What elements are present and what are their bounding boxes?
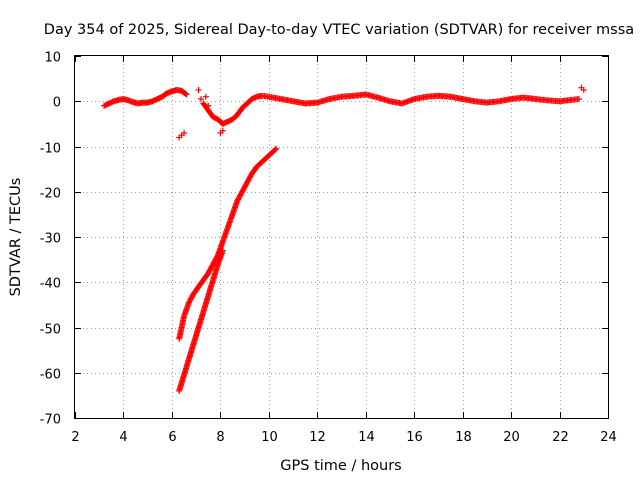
- data-point: [205, 102, 212, 109]
- y-tick-label: -40: [40, 277, 61, 292]
- data-point: [182, 90, 189, 97]
- data-point: [200, 100, 207, 107]
- y-tick-label: 10: [44, 51, 61, 66]
- data-point: [580, 86, 587, 93]
- y-tick-label: -70: [40, 413, 61, 428]
- axis-ticks: 2 4 6 8 10 12 14 16 18 20 22 24100-10-20-30-40-50-6…: [40, 51, 617, 446]
- y-tick-label: -10: [40, 142, 61, 157]
- data-point: [181, 129, 188, 136]
- x-tick-label: 10: [261, 430, 278, 445]
- series: [176, 84, 587, 141]
- x-tick-label: 20: [503, 430, 520, 445]
- x-tick-label: 6: [168, 430, 176, 445]
- data-point: [575, 95, 582, 102]
- y-tick-label: -60: [40, 368, 61, 383]
- y-tick-label: -30: [40, 232, 61, 247]
- series: [200, 91, 582, 127]
- x-tick-label: 14: [358, 430, 375, 445]
- series: [176, 247, 226, 394]
- chart-title: Day 354 of 2025, Sidereal Day-to-day VTE…: [44, 22, 634, 38]
- data-point: [273, 145, 280, 152]
- data-point: [195, 86, 202, 93]
- data-point: [183, 91, 190, 98]
- data-point: [202, 93, 209, 100]
- data-points: [101, 84, 587, 394]
- x-tick-label: 12: [309, 430, 326, 445]
- x-tick-label: 22: [552, 430, 569, 445]
- data-point: [197, 95, 204, 102]
- y-tick-label: -20: [40, 187, 61, 202]
- x-tick-label: 24: [600, 430, 617, 445]
- series: [176, 145, 280, 342]
- x-tick-label: 8: [216, 430, 224, 445]
- grid: [75, 56, 608, 418]
- x-tick-label: 4: [119, 430, 127, 445]
- data-point: [219, 127, 226, 134]
- data-point: [272, 146, 279, 153]
- y-tick-label: -50: [40, 323, 61, 338]
- series: [101, 86, 190, 109]
- x-axis-label: GPS time / hours: [280, 458, 401, 474]
- x-tick-label: 18: [455, 430, 472, 445]
- y-axis-label: SDTVAR / TECUs: [8, 178, 24, 297]
- x-tick-label: 2: [71, 430, 79, 445]
- data-point: [219, 247, 226, 254]
- y-tick-label: 0: [53, 96, 61, 111]
- plot-frame: [74, 55, 609, 419]
- x-tick-label: 16: [406, 430, 423, 445]
